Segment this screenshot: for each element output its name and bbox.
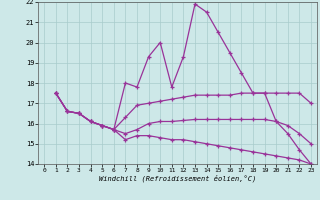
X-axis label: Windchill (Refroidissement éolien,°C): Windchill (Refroidissement éolien,°C) <box>99 175 256 182</box>
